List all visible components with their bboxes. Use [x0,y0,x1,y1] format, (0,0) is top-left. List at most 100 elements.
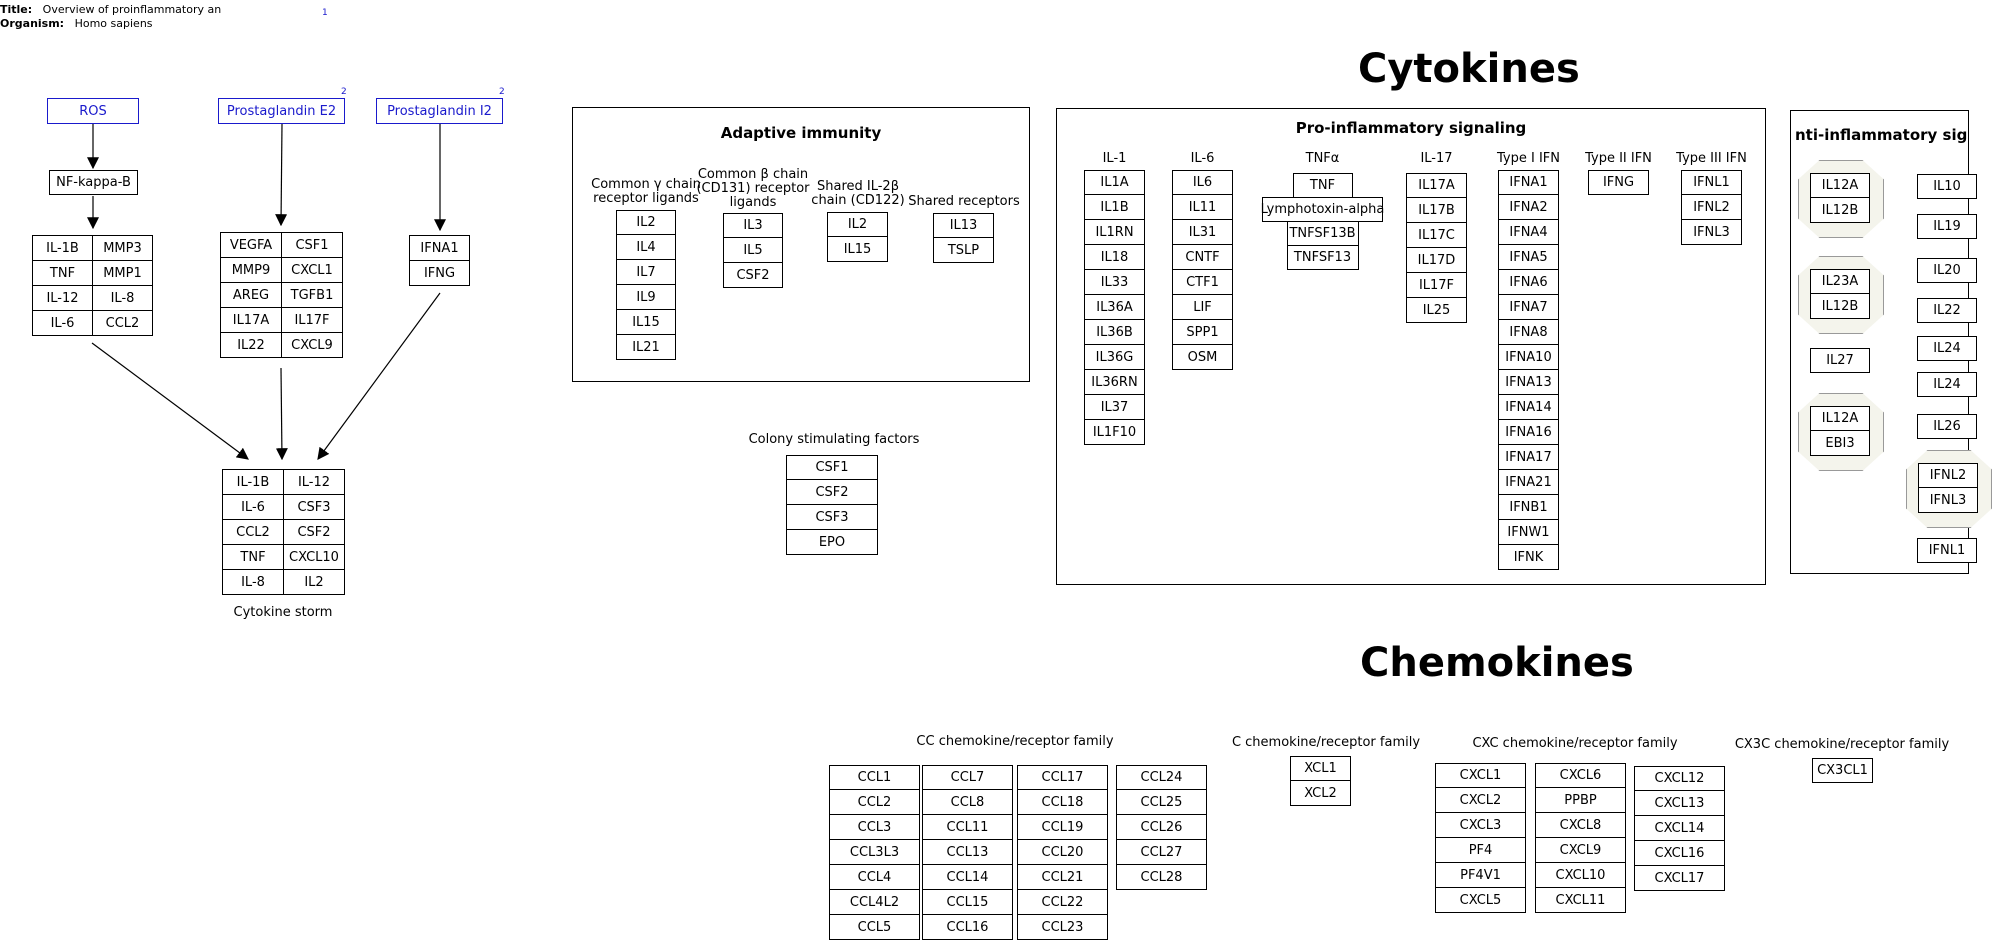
gene-node-tnf[interactable]: TNF [33,261,93,286]
gene-node-ifna16[interactable]: IFNA16 [1498,420,1559,445]
gene-node-cxcl12[interactable]: CXCL12 [1634,766,1725,791]
gene-node-ccl3[interactable]: CCL3 [829,815,920,840]
gene-node-il21[interactable]: IL21 [616,335,676,360]
ros-node[interactable]: ROS [47,98,139,124]
gene-node-il4[interactable]: IL4 [616,235,676,260]
gene-node-ccl7[interactable]: CCL7 [922,765,1013,790]
gene-node-il3[interactable]: IL3 [723,213,783,238]
gene-node-ccl25[interactable]: CCL25 [1116,790,1207,815]
gene-node-cxcl10[interactable]: CXCL10 [284,545,345,570]
gene-node-il-8[interactable]: IL-8 [223,570,284,595]
gene-node-il2[interactable]: IL2 [616,210,676,235]
gene-node-csf3[interactable]: CSF3 [284,495,345,520]
gene-node-il36rn[interactable]: IL36RN [1084,370,1145,395]
gene-node-cx3cl1[interactable]: CX3CL1 [1812,758,1873,783]
gene-node-ccl24[interactable]: CCL24 [1116,765,1207,790]
gene-node-il18[interactable]: IL18 [1084,245,1145,270]
gene-node-cxcl11[interactable]: CXCL11 [1535,888,1626,913]
gene-node-ifnw1[interactable]: IFNW1 [1498,520,1559,545]
gene-node-ccl20[interactable]: CCL20 [1017,840,1108,865]
gene-node-cxcl14[interactable]: CXCL14 [1634,816,1725,841]
gene-node-pf4v1[interactable]: PF4V1 [1435,863,1526,888]
gene-node-ccl5[interactable]: CCL5 [829,915,920,940]
gene-node-cxcl8[interactable]: CXCL8 [1535,813,1626,838]
gene-node-il12b[interactable]: IL12B [1810,198,1870,223]
gene-node-mmp9[interactable]: MMP9 [221,258,282,283]
gene-node-ifna21[interactable]: IFNA21 [1498,470,1559,495]
gene-node-tnf[interactable]: TNF [223,545,284,570]
gene-node-csf2[interactable]: CSF2 [786,480,878,505]
gene-node-il12b[interactable]: IL12B [1810,294,1870,319]
gene-node-il23a[interactable]: IL23A [1810,269,1870,294]
gene-node-pf4[interactable]: PF4 [1435,838,1526,863]
gene-node-il12a[interactable]: IL12A [1810,406,1870,431]
gene-node-il24[interactable]: IL24 [1917,372,1977,397]
gene-node-tslp[interactable]: TSLP [933,238,994,263]
gene-node-il1f10[interactable]: IL1F10 [1084,420,1145,445]
gene-node-cxcl1[interactable]: CXCL1 [282,258,343,283]
gene-node-ccl19[interactable]: CCL19 [1017,815,1108,840]
gene-node-il1b[interactable]: IL1B [1084,195,1145,220]
gene-node-il2[interactable]: IL2 [827,212,888,237]
gene-node-ifna14[interactable]: IFNA14 [1498,395,1559,420]
gene-node-tnfsf13[interactable]: TNFSF13 [1286,245,1359,270]
gene-node-il1a[interactable]: IL1A [1084,170,1145,195]
gene-node-il15[interactable]: IL15 [827,237,888,262]
gene-node-il9[interactable]: IL9 [616,285,676,310]
gene-node-ifna17[interactable]: IFNA17 [1498,445,1559,470]
gene-node-cxcl3[interactable]: CXCL3 [1435,813,1526,838]
gene-node-ccl27[interactable]: CCL27 [1116,840,1207,865]
gene-node-ccl22[interactable]: CCL22 [1017,890,1108,915]
gene-node-ifnl1[interactable]: IFNL1 [1917,538,1977,563]
gene-node-ifnb1[interactable]: IFNB1 [1498,495,1559,520]
gene-node-il20[interactable]: IL20 [1917,258,1977,283]
gene-node-ccl14[interactable]: CCL14 [922,865,1013,890]
gene-node-ifna7[interactable]: IFNA7 [1498,295,1559,320]
gene-node-ccl23[interactable]: CCL23 [1017,915,1108,940]
gene-node-cxcl2[interactable]: CXCL2 [1435,788,1526,813]
gene-node-ccl17[interactable]: CCL17 [1017,765,1108,790]
gene-node-il26[interactable]: IL26 [1917,414,1977,439]
gene-node-ifng[interactable]: IFNG [1588,170,1649,195]
gene-node-ifna4[interactable]: IFNA4 [1498,220,1559,245]
gene-node-il22[interactable]: IL22 [221,333,282,358]
gene-node-ccl26[interactable]: CCL26 [1116,815,1207,840]
gene-node-il19[interactable]: IL19 [1917,214,1977,239]
gene-node-il22[interactable]: IL22 [1917,298,1977,323]
gene-node-csf2[interactable]: CSF2 [723,263,783,288]
gene-node-il17b[interactable]: IL17B [1406,198,1467,223]
gene-node-areg[interactable]: AREG [221,283,282,308]
gene-node-ifnl3[interactable]: IFNL3 [1918,488,1978,513]
gene-node-xcl2[interactable]: XCL2 [1290,781,1351,806]
gene-node-il33[interactable]: IL33 [1084,270,1145,295]
gene-node-cxcl17[interactable]: CXCL17 [1634,866,1725,891]
gene-node-il17f[interactable]: IL17F [1406,273,1467,298]
gene-node-il-12[interactable]: IL-12 [33,286,93,311]
gene-node-ifna8[interactable]: IFNA8 [1498,320,1559,345]
gene-node-ccl2[interactable]: CCL2 [829,790,920,815]
gene-node-il1rn[interactable]: IL1RN [1084,220,1145,245]
gene-node-ifnl3[interactable]: IFNL3 [1681,220,1742,245]
gene-node-il24[interactable]: IL24 [1917,336,1977,361]
gene-node-ccl1[interactable]: CCL1 [829,765,920,790]
gene-node-csf1[interactable]: CSF1 [282,233,343,258]
gene-node-il-1b[interactable]: IL-1B [33,236,93,261]
gene-node-il-6[interactable]: IL-6 [223,495,284,520]
gene-node-ifng[interactable]: IFNG [410,261,470,286]
gene-node-cxcl1[interactable]: CXCL1 [1435,763,1526,788]
gene-node-il17a[interactable]: IL17A [1406,173,1467,198]
gene-node-csf1[interactable]: CSF1 [786,455,878,480]
gene-node-mmp3[interactable]: MMP3 [93,236,153,261]
gene-node-il-6[interactable]: IL-6 [33,311,93,336]
gene-node-lif[interactable]: LIF [1172,295,1233,320]
gene-node-il27[interactable]: IL27 [1810,348,1870,373]
gene-node-ccl21[interactable]: CCL21 [1017,865,1108,890]
gene-node-il25[interactable]: IL25 [1406,298,1467,323]
gene-node-cxcl9[interactable]: CXCL9 [282,333,343,358]
gene-node-cxcl9[interactable]: CXCL9 [1535,838,1626,863]
gene-node-il15[interactable]: IL15 [616,310,676,335]
gene-node-ccl16[interactable]: CCL16 [922,915,1013,940]
gene-node-ifna10[interactable]: IFNA10 [1498,345,1559,370]
gene-node-ccl18[interactable]: CCL18 [1017,790,1108,815]
gene-node-ifnl2[interactable]: IFNL2 [1918,463,1978,488]
